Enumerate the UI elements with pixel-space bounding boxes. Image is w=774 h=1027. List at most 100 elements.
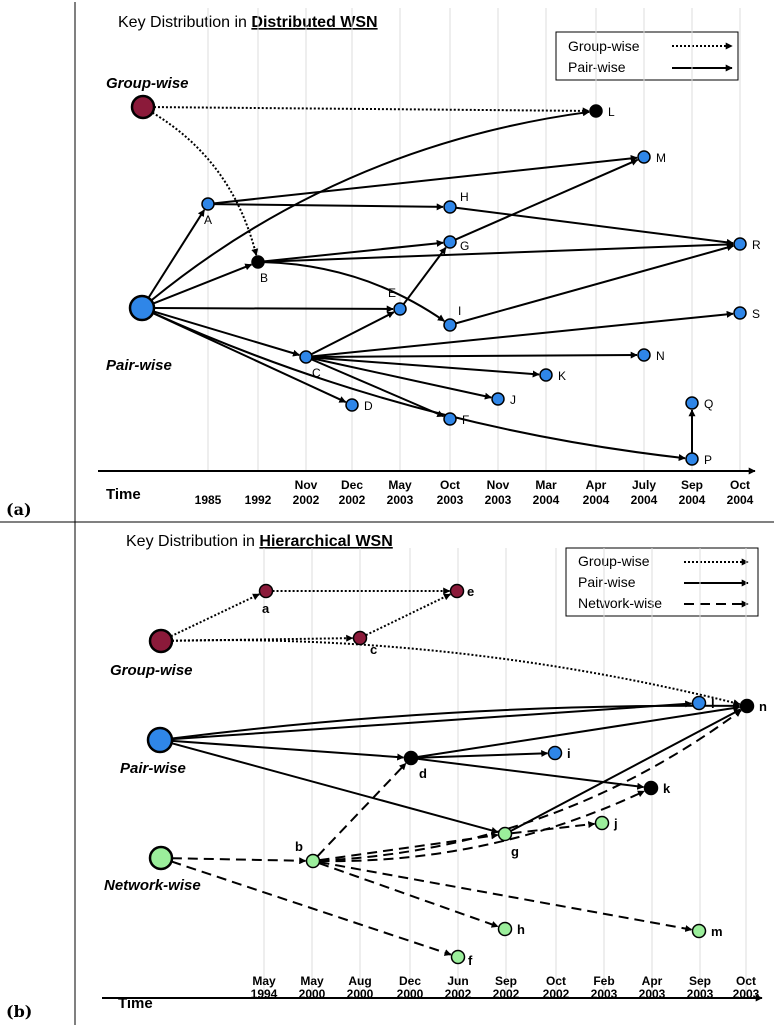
edge-PW-P: [152, 312, 686, 461]
tick-label-month: Nov: [487, 478, 510, 492]
tick-label-year: 2004: [533, 493, 560, 507]
tick-label-month: Sep: [495, 974, 517, 988]
node-label-S: S: [752, 307, 760, 321]
edge-B-I: [263, 261, 445, 322]
tick-label-year: 2003: [639, 987, 666, 1001]
node-F: [443, 412, 457, 426]
node-R: [733, 237, 747, 251]
node-H: [443, 200, 457, 214]
edge-C-F: [311, 358, 445, 418]
tick-label-year: 2002: [339, 493, 366, 507]
node-C: [299, 350, 313, 364]
node-label-N: N: [656, 349, 665, 363]
tick-label-year: 2003: [733, 987, 760, 1001]
node-i: [547, 745, 563, 761]
node-label-g: g: [511, 844, 519, 859]
node-label-M: M: [656, 151, 666, 165]
edge-GW-L: [153, 106, 590, 115]
tick-label-month: Dec: [341, 478, 363, 492]
tick-label-month: Oct: [440, 478, 460, 492]
edges-a: [147, 106, 734, 461]
edge-d-i: [417, 749, 549, 759]
node-label-a: a: [262, 601, 270, 616]
tick-label-year: 2003: [485, 493, 512, 507]
node-label-F: F: [462, 413, 469, 427]
node-c: [352, 630, 368, 646]
legend-a-groupwise-label: Group-wise: [568, 38, 640, 54]
nodes-b: a b c d e f g h i j k l m n: [146, 583, 767, 968]
node-label-d: d: [419, 766, 427, 781]
tick-label-year: 2004: [727, 493, 754, 507]
node-f: [450, 949, 466, 965]
tick-label-month: Nov: [295, 478, 318, 492]
edge-b-d: [316, 762, 407, 857]
node-N: [637, 348, 651, 362]
node-Q: [685, 396, 699, 410]
node-label-C: C: [312, 366, 321, 380]
edge-H-R: [455, 206, 734, 246]
tick-label-year: 2002: [543, 987, 570, 1001]
edge-C-J: [311, 357, 492, 400]
node-M: [637, 150, 651, 164]
edge-g-j: [511, 821, 596, 835]
edge-GW-B: [151, 111, 259, 256]
node-E: [393, 302, 407, 316]
panel-b-title: Key Distribution in Hierarchical WSN: [126, 533, 393, 550]
node-A: [201, 197, 215, 211]
panel-tag-b: (b): [6, 1002, 32, 1021]
tick-label-month: Mar: [535, 478, 557, 492]
node-d: [403, 750, 419, 766]
edge-PW-n: [171, 702, 741, 740]
node-label-c: c: [370, 642, 377, 657]
tick-label-year: 1992: [245, 493, 272, 507]
legend-b-networkwise-label: Network-wise: [578, 595, 662, 611]
node-label-l: l: [711, 696, 715, 711]
edge-PW-d: [171, 739, 405, 761]
edge-PW-L: [150, 109, 590, 302]
edge-b-h: [318, 862, 499, 928]
legend-b-pairwise-label: Pair-wise: [578, 574, 636, 590]
panel-tag-a: (a): [6, 500, 32, 519]
node-m: [691, 923, 707, 939]
edge-C-K: [311, 356, 540, 378]
node-label-R: R: [752, 238, 761, 252]
edge-c-e: [365, 593, 451, 637]
tick-label-month: July: [632, 478, 656, 492]
node-J: [491, 392, 505, 406]
node-label-E: E: [388, 286, 396, 300]
tick-label-month: Dec: [399, 974, 421, 988]
node-g: [497, 826, 513, 842]
edge-NW-f: [171, 860, 452, 956]
node-label-b: b: [295, 839, 303, 854]
root-node-pw: [146, 726, 174, 754]
node-label-I: I: [458, 304, 461, 318]
tick-label-year: 2003: [591, 987, 618, 1001]
edge-b-m: [319, 861, 693, 932]
node-j: [594, 815, 610, 831]
node-l: [691, 695, 707, 711]
node-label-A: A: [204, 213, 212, 227]
tick-label-year: 1994: [251, 987, 278, 1001]
node-K: [539, 368, 553, 382]
legend-a: Group-wise Pair-wise: [555, 31, 739, 81]
node-label-i: i: [567, 746, 571, 761]
edge-b-k: [319, 790, 645, 863]
node-n: [739, 698, 755, 714]
legend-a-pairwise-label: Pair-wise: [568, 59, 626, 75]
node-e: [449, 583, 465, 599]
node-label-h: h: [517, 922, 525, 937]
tick-label-year: 2003: [437, 493, 464, 507]
tick-label-month: Sep: [689, 974, 711, 988]
root-label-groupwise-b: Group-wise: [110, 662, 193, 679]
edge-E-G: [402, 247, 447, 305]
node-label-K: K: [558, 369, 566, 383]
node-label-L: L: [608, 105, 615, 119]
node-h: [497, 921, 513, 937]
edge-PW-B: [152, 263, 253, 305]
tick-label-month: Jun: [447, 974, 468, 988]
tick-label-month: May: [300, 974, 324, 988]
node-I: [443, 318, 457, 332]
ticks-b: May1994May2000Aug2000Dec2000Jun2002Sep20…: [251, 974, 760, 1001]
panel-distributed-wsn: (a) Key Distribution in Distributed WSN …: [6, 8, 761, 519]
edge-d-k: [417, 757, 645, 790]
